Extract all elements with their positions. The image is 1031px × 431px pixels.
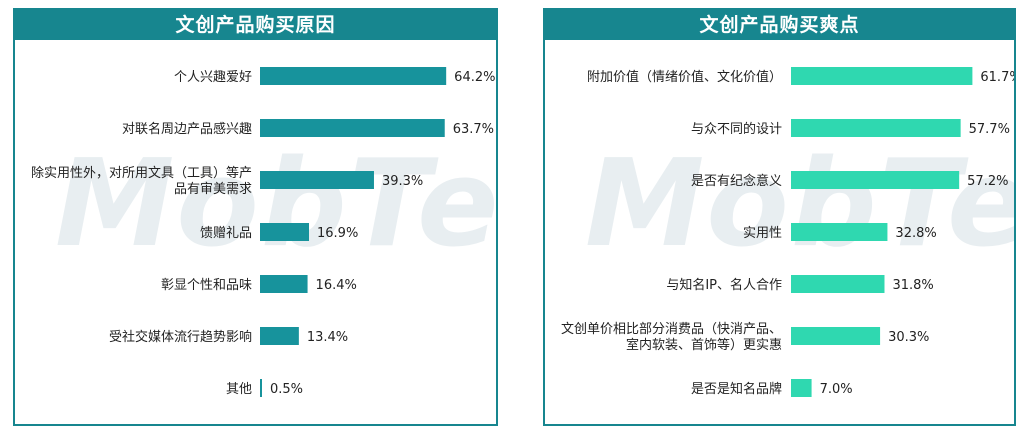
category-label: 与众不同的设计 [691, 121, 782, 137]
category-label: 彰显个性和品味 [161, 277, 252, 293]
bar [260, 67, 447, 85]
category-label: 其他 [226, 382, 252, 397]
value-label: 0.5% [270, 382, 303, 397]
category-label: 个人兴趣爱好 [174, 70, 252, 85]
value-label: 30.3% [888, 330, 929, 345]
bar [260, 379, 262, 397]
value-label: 63.7% [453, 122, 494, 137]
bar [260, 223, 310, 241]
value-label: 61.7% [980, 70, 1014, 85]
chart-panel-purchase-highlights: 文创产品购买爽点 MobTech袤博 61.7%附加价值（情绪价值、文化价值）5… [543, 8, 1016, 426]
bar [791, 327, 881, 345]
bar-chart-purchase-reasons: 64.2% 个人兴趣爱好 63.7% 对联名周边产品感兴趣 39.3% 除实用性外，对所用… [31, 67, 495, 397]
category-label: 是否是知名品牌 [691, 381, 782, 397]
value-label: 7.0% [820, 382, 853, 397]
value-label: 32.8% [895, 226, 936, 241]
category-label: 附加价值（情绪价值、文化价值） [587, 69, 782, 85]
chart-title: 文创产品购买原因 [15, 10, 496, 40]
bar [260, 275, 308, 293]
category-label: 是否有纪念意义 [691, 173, 782, 189]
value-label: 16.4% [316, 278, 357, 293]
bar-chart-purchase-highlights: 61.7% 附加价值（情绪价值、文化价值） 57.7% 与众不同的设计 57.2% 是否有… [561, 67, 1014, 397]
value-label: 31.8% [892, 278, 933, 293]
bar [260, 119, 445, 137]
category-label: 与知名IP、名人合作 [666, 277, 782, 293]
bar [791, 67, 973, 85]
bar [791, 223, 888, 241]
category-label: 文创单价相比部分消费品（快消产品、室内软装、首饰等）更实惠 [561, 322, 782, 353]
value-label: 13.4% [307, 330, 348, 345]
value-label: 57.2% [967, 174, 1008, 189]
value-label: 57.7% [969, 122, 1010, 137]
category-label: 受社交媒体流行趋势影响 [109, 329, 252, 345]
bar [791, 275, 885, 293]
bar [791, 119, 961, 137]
category-label: 馈赠礼品 [200, 225, 252, 241]
chart-panel-purchase-reasons: 文创产品购买原因 MobTech袤博 64.2%个人兴趣爱好63.7%对联名周边… [13, 8, 498, 426]
chart-title: 文创产品购买爽点 [545, 10, 1014, 40]
value-label: 39.3% [382, 174, 423, 189]
bar [260, 171, 374, 189]
bar [260, 327, 299, 345]
bar [791, 171, 960, 189]
value-label: 64.2% [454, 70, 495, 85]
category-label: 实用性 [743, 226, 782, 241]
value-label: 16.9% [317, 226, 358, 241]
category-label: 对联名周边产品感兴趣 [122, 121, 252, 137]
category-label: 除实用性外，对所用文具（工具）等产品有审美需求 [31, 165, 252, 197]
bar [791, 379, 812, 397]
